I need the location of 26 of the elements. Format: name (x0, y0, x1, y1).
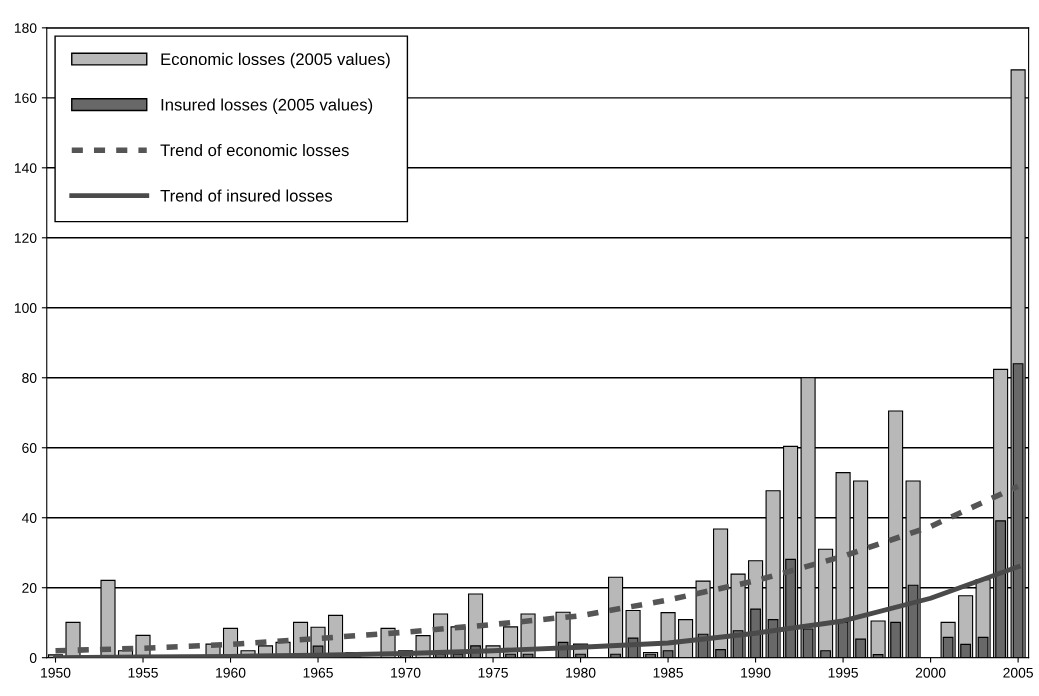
y-tick-label: 80 (22, 373, 37, 383)
y-tick-label: 60 (22, 443, 37, 453)
legend-label: Trend of economic losses (160, 143, 349, 157)
x-tick-label: 1990 (741, 667, 771, 678)
y-tick-label: 140 (14, 163, 37, 173)
x-tick-label: 1985 (653, 667, 683, 678)
y-tick-label: 0 (29, 653, 37, 663)
y-tick-label: 100 (14, 303, 37, 313)
y-tick-label: 180 (14, 23, 37, 34)
y-tick-label: 20 (22, 583, 37, 593)
x-tick-label: 1995 (828, 667, 858, 678)
x-tick-label: 1955 (128, 667, 158, 678)
legend-label: Trend of insured losses (160, 189, 333, 202)
x-tick-label: 2000 (915, 667, 946, 678)
x-tick-label: 1980 (566, 667, 596, 678)
legend-label: Economic losses (2005 values) (161, 52, 390, 69)
y-tick-label: 120 (14, 233, 37, 243)
y-tick-label: 160 (14, 93, 37, 103)
x-tick-label: 1950 (41, 667, 71, 678)
x-tick-label: 1975 (478, 667, 508, 678)
legend-label: Insured losses (2005 values) (161, 98, 373, 114)
x-tick-label: 1970 (391, 667, 421, 678)
x-tick-label: 1965 (303, 667, 333, 678)
y-tick-label: 40 (21, 513, 37, 523)
x-tick-label: 2005 (1003, 667, 1033, 678)
x-tick-label: 1960 (216, 667, 246, 678)
